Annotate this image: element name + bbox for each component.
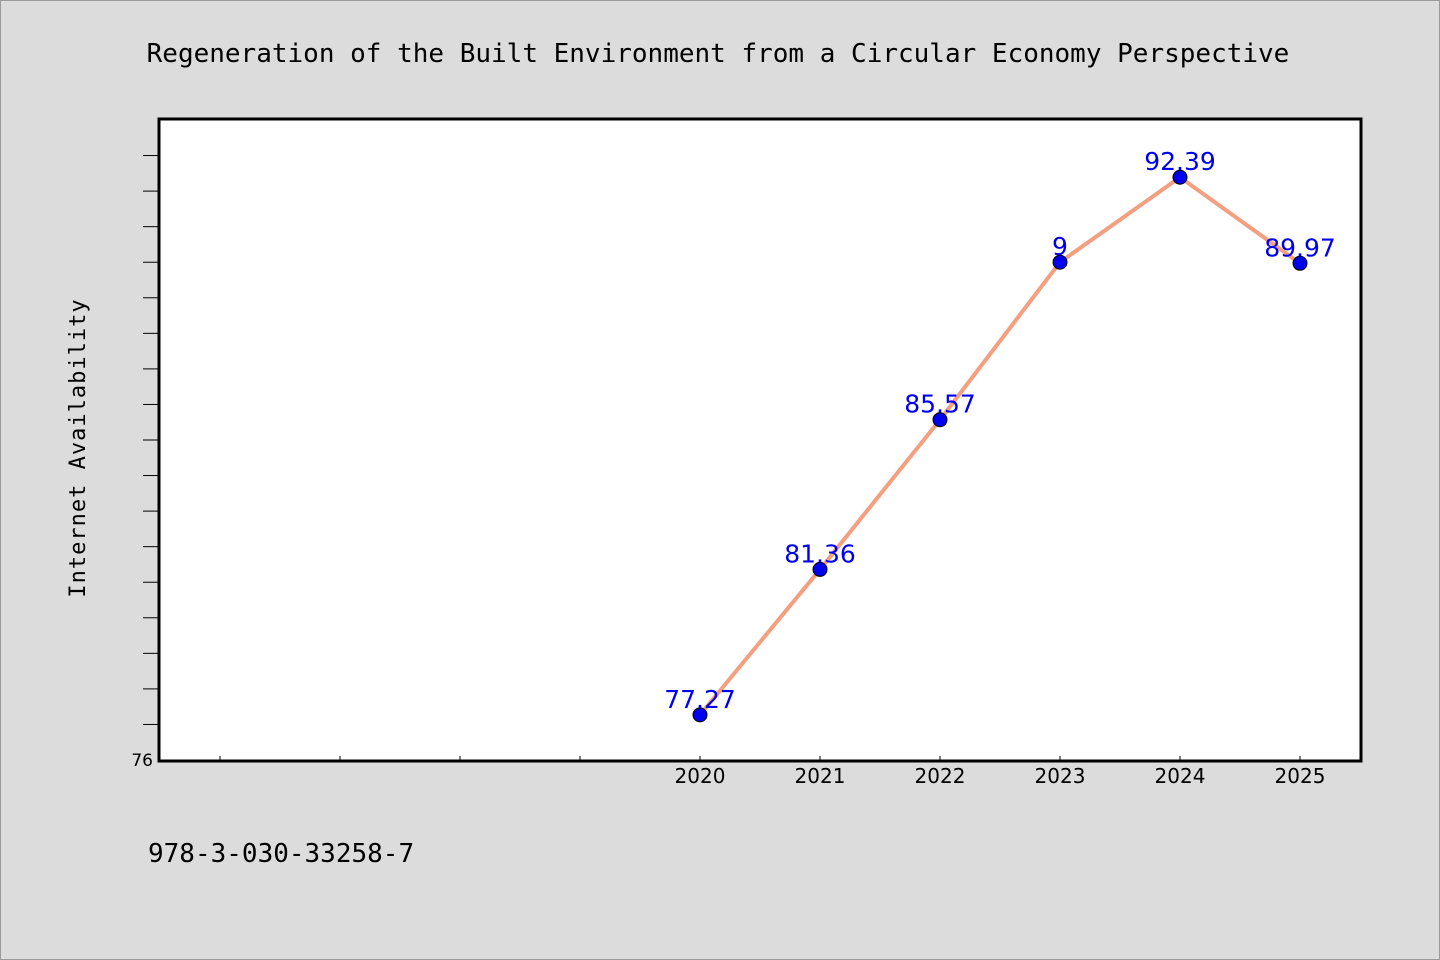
x-tick-label: 2021 <box>795 764 846 788</box>
data-labels: 77.27 81.36 85.57 9 92.39 89.97 <box>664 147 1336 714</box>
data-label: 9 <box>1052 232 1068 261</box>
isbn-text: 978-3-030-33258-7 <box>148 839 414 869</box>
chart-title: Regeneration of the Built Environment fr… <box>147 39 1290 69</box>
plot-area <box>159 119 1361 761</box>
data-point <box>812 561 828 577</box>
series-line <box>698 175 1302 717</box>
y-axis-ticks <box>143 155 159 725</box>
x-tick-label: 2022 <box>915 764 966 788</box>
data-point <box>1052 254 1068 270</box>
x-tick-label: 2020 <box>675 764 726 788</box>
data-point <box>932 412 948 428</box>
data-point <box>1292 255 1308 271</box>
data-label: 85.57 <box>904 390 976 419</box>
data-label: 81.36 <box>784 539 856 568</box>
data-markers <box>692 169 1308 723</box>
data-label: 89.97 <box>1264 233 1336 262</box>
plot-border <box>157 117 1363 763</box>
x-tick-label: 2023 <box>1035 764 1086 788</box>
data-point <box>692 707 708 723</box>
data-label: 77.27 <box>664 685 736 714</box>
x-tick-label: 2025 <box>1275 764 1326 788</box>
y-tick-labels: 76 <box>131 751 153 771</box>
y-axis-label: Internet Availability <box>66 298 91 597</box>
x-tick-labels: 2020 2021 2022 2023 2024 2025 <box>675 764 1326 788</box>
data-point <box>1172 169 1188 185</box>
y-tick-label: 76 <box>131 751 153 771</box>
x-tick-label: 2024 <box>1155 764 1206 788</box>
data-label: 92.39 <box>1144 147 1216 176</box>
